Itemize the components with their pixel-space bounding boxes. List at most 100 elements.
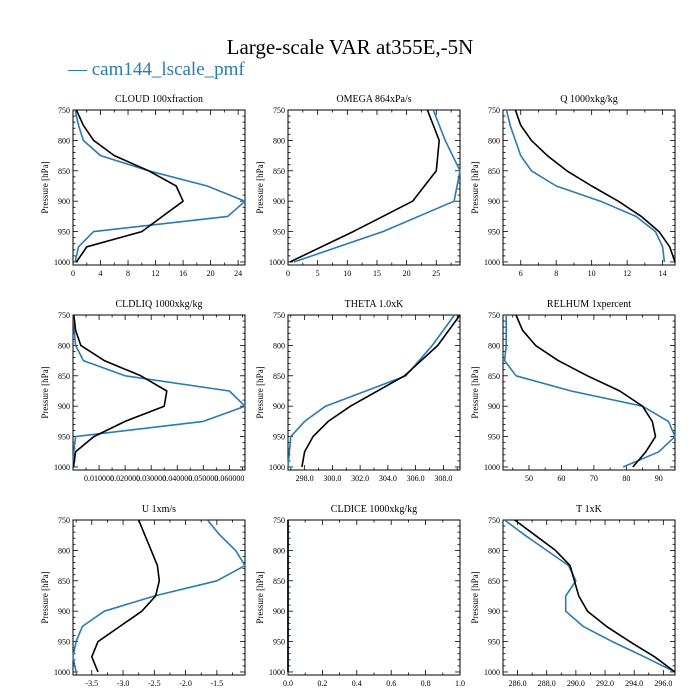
y-axis-label: Pressure [hPa] [40, 161, 50, 213]
y-tick-label: 1000 [54, 258, 70, 267]
panel-1: OMEGA 864xPa/s Pressure [hPa] 750 800 850 900… [255, 94, 461, 278]
y-axis-label: Pressure [hPa] [40, 366, 50, 418]
y-tick-label: 950 [488, 228, 500, 237]
x-tick-label: 0.010000 [84, 474, 114, 483]
series-line-blue [504, 519, 676, 673]
y-tick-label: 1000 [484, 258, 500, 267]
y-tick-label: 900 [488, 607, 500, 616]
plot-frame [72, 314, 246, 471]
x-tick-label: 50 [525, 474, 533, 483]
series-line-blue [293, 109, 461, 263]
x-tick-label: -1.5 [211, 679, 224, 688]
x-tick-label: 20 [403, 269, 411, 278]
y-tick-label: 800 [273, 136, 285, 145]
y-tick-label: 850 [58, 577, 70, 586]
y-tick-label: 900 [273, 197, 285, 206]
plot-frame [287, 519, 461, 676]
x-tick-label: 6 [519, 269, 523, 278]
legend-entry: — cam144_lscale_pmf [67, 59, 245, 80]
y-tick-label: 950 [488, 433, 500, 442]
y-tick-label: 950 [273, 638, 285, 647]
y-tick-label: 750 [488, 516, 500, 525]
panel-title: CLDICE 1000xkg/kg [331, 504, 417, 515]
y-tick-label: 900 [488, 402, 500, 411]
x-tick-label: 0 [286, 269, 290, 278]
y-tick-label: 750 [488, 311, 500, 320]
y-axis-label: Pressure [hPa] [470, 161, 480, 213]
x-tick-label: 90 [655, 474, 663, 483]
x-tick-label: 0.0 [283, 679, 293, 688]
y-tick-label: 750 [273, 311, 285, 320]
x-tick-label: 286.0 [509, 679, 527, 688]
panel-title: THETA 1.0xK [345, 299, 404, 310]
y-tick-label: 1000 [484, 463, 500, 472]
y-tick-label: 850 [273, 577, 285, 586]
series-line-blue [72, 519, 246, 673]
x-tick-label: 296.0 [654, 679, 672, 688]
plot-frame [502, 314, 676, 471]
figure-title: Large-scale VAR at355E,-5N [227, 35, 474, 59]
y-tick-label: 950 [273, 228, 285, 237]
x-tick-label: 288.0 [538, 679, 556, 688]
panel-4: THETA 1.0xK Pressure [hPa] 750 800 850 900 950… [255, 299, 461, 483]
y-tick-label: 950 [273, 433, 285, 442]
y-tick-label: 750 [58, 311, 70, 320]
series-line-blue [505, 109, 666, 263]
y-tick-label: 850 [488, 372, 500, 381]
x-tick-label: 294.0 [625, 679, 643, 688]
x-tick-label: 0.4 [352, 679, 362, 688]
x-tick-label: 0.060000 [214, 474, 244, 483]
y-tick-label: 850 [488, 577, 500, 586]
x-tick-label: 0.040000 [162, 474, 192, 483]
y-tick-label: 1000 [54, 463, 70, 472]
series-line-black [289, 109, 441, 263]
x-tick-label: 298.0 [296, 474, 314, 483]
panel-5: RELHUM 1xpercent Pressure [hPa] 750 800 850 9… [470, 299, 676, 483]
y-tick-label: 800 [273, 546, 285, 555]
x-tick-label: 10 [588, 269, 596, 278]
y-tick-label: 750 [58, 106, 70, 115]
panel-title: OMEGA 864xPa/s [336, 94, 411, 105]
series-line-blue [74, 109, 246, 263]
y-tick-label: 900 [58, 607, 70, 616]
x-tick-label: 292.0 [596, 679, 614, 688]
y-tick-label: 800 [58, 341, 70, 350]
series-line-black [91, 519, 161, 673]
y-axis-label: Pressure [hPa] [255, 366, 265, 418]
panel-3: CLDLIQ 1000xkg/kg Pressure [hPa] 750 800 850… [40, 299, 246, 483]
x-tick-label: -2.5 [148, 679, 161, 688]
x-tick-label: 4 [99, 269, 103, 278]
x-tick-label: 5 [316, 269, 320, 278]
x-tick-label: 0.6 [386, 679, 396, 688]
y-axis-label: Pressure [hPa] [255, 571, 265, 623]
x-tick-label: 308.0 [434, 474, 452, 483]
series-line-blue [503, 315, 676, 468]
x-tick-label: 8 [554, 269, 558, 278]
x-tick-label: 300.0 [323, 474, 341, 483]
y-tick-label: 800 [488, 136, 500, 145]
panel-title: Q 1000xkg/kg [560, 94, 618, 105]
x-tick-label: 24 [234, 269, 242, 278]
series-line-black [75, 109, 184, 263]
panel-0: CLOUD 100xfraction Pressure [hPa] 750 800 85… [40, 94, 246, 278]
panel-6: U 1xm/s Pressure [hPa] 750 800 850 900 950 1000… [40, 504, 246, 688]
plot-frame [287, 109, 461, 266]
y-tick-label: 750 [273, 106, 285, 115]
x-tick-label: 14 [659, 269, 667, 278]
x-tick-label: 0.050000 [188, 474, 218, 483]
series-line-black [301, 314, 461, 468]
x-tick-label: 60 [557, 474, 565, 483]
y-tick-label: 800 [273, 341, 285, 350]
x-tick-label: -3.0 [117, 679, 130, 688]
y-tick-label: 950 [58, 638, 70, 647]
y-tick-label: 950 [488, 638, 500, 647]
y-tick-label: 800 [58, 546, 70, 555]
series-line-black [514, 519, 676, 673]
x-tick-label: 0.8 [421, 679, 431, 688]
series-line-blue [72, 314, 246, 468]
x-tick-label: 304.0 [379, 474, 397, 483]
panel-7: CLDICE 1000xkg/kg Pressure [hPa] 750 800 850… [255, 504, 465, 688]
y-tick-label: 850 [273, 167, 285, 176]
